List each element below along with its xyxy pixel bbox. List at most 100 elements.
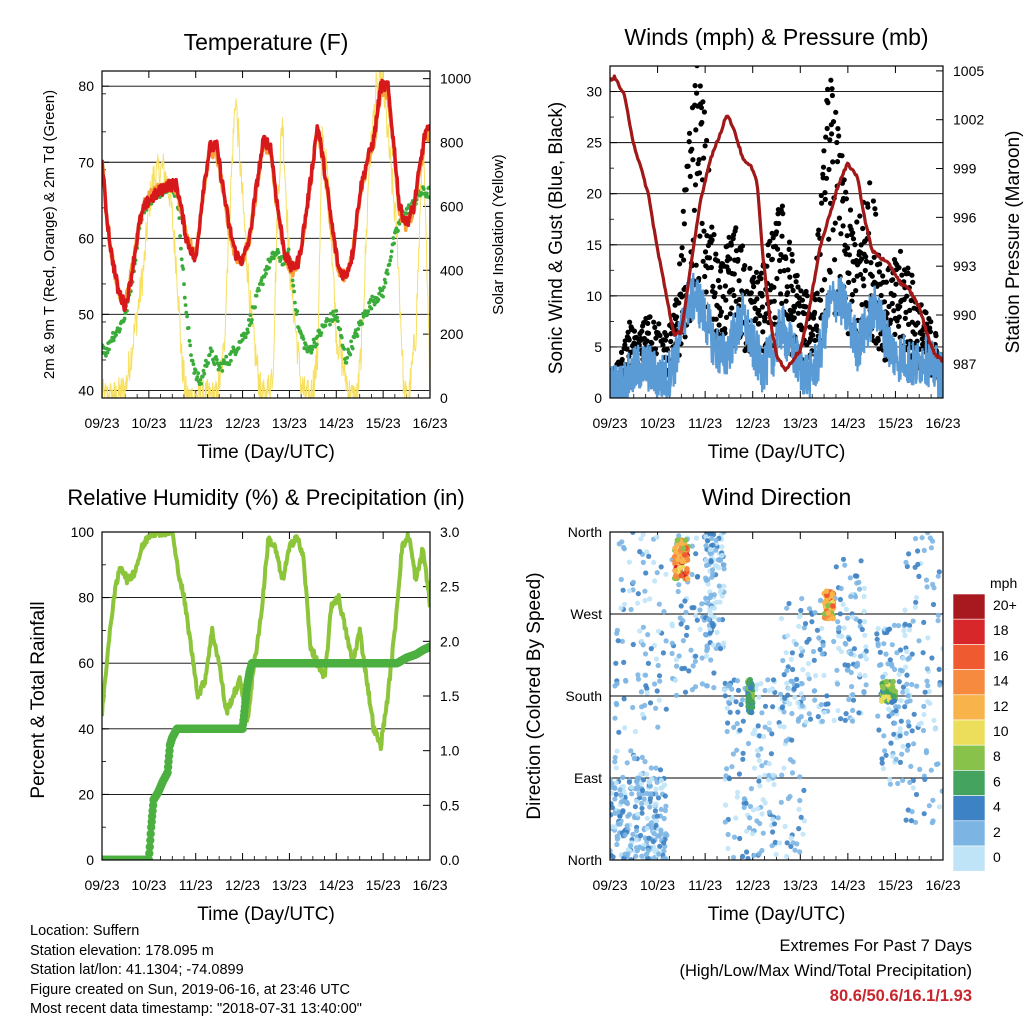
direction-point — [628, 784, 634, 790]
direction-point — [703, 653, 710, 659]
dewpoint-point — [182, 295, 187, 300]
gust-point — [933, 333, 939, 339]
direction-point — [663, 571, 669, 577]
x-tick-label: 14/23 — [830, 415, 865, 431]
recent-timestamp: Most recent data timestamp: "2018-07-31 … — [30, 1001, 362, 1017]
direction-point — [862, 673, 868, 679]
dewpoint-point — [389, 255, 393, 259]
gust-point — [681, 221, 688, 227]
direction-point — [656, 601, 662, 607]
dewpoint-point — [181, 267, 186, 271]
x-tick-label: 14/23 — [319, 415, 354, 431]
dewpoint-point — [276, 250, 281, 255]
gust-point — [639, 328, 645, 334]
gust-point — [870, 198, 877, 204]
dewpoint-point — [296, 326, 301, 330]
y-tick-label: West — [570, 606, 602, 622]
direction-point — [614, 833, 620, 840]
direction-point — [613, 660, 619, 666]
extremes-box: Extremes For Past 7 Days (High/Low/Max W… — [679, 934, 972, 1009]
direction-point — [802, 621, 809, 627]
gust-point — [687, 173, 693, 179]
direction-point — [902, 632, 908, 639]
direction-point — [824, 592, 830, 599]
gust-point — [697, 233, 703, 239]
gust-point — [813, 323, 820, 329]
y-right-axis-label: Solar Insolation (Yellow) — [490, 154, 507, 314]
direction-point — [756, 851, 762, 857]
direction-point — [639, 800, 645, 807]
direction-point — [908, 818, 915, 824]
dewpoint-point — [317, 328, 321, 333]
dewpoint-point — [195, 375, 200, 379]
direction-point — [875, 626, 881, 632]
direction-point — [901, 628, 907, 634]
gust-point — [771, 284, 777, 290]
direction-point — [905, 719, 911, 725]
direction-point — [683, 609, 689, 616]
dewpoint-point — [383, 280, 388, 285]
direction-point — [633, 853, 639, 859]
direction-point — [637, 628, 643, 634]
dewpoint-point — [189, 353, 193, 357]
gust-point — [753, 316, 759, 322]
direction-point — [640, 559, 646, 566]
direction-point — [740, 750, 746, 756]
direction-point — [821, 709, 827, 715]
direction-point — [740, 853, 746, 860]
colorbar-label: 14 — [993, 673, 1009, 689]
direction-point — [655, 662, 661, 669]
direction-point — [848, 669, 854, 676]
gust-point — [839, 153, 845, 159]
gust-point — [912, 331, 918, 337]
gust-point — [804, 293, 810, 299]
dewpoint-point — [210, 349, 215, 353]
plot-frame — [101, 531, 431, 861]
direction-point — [785, 633, 791, 639]
direction-point — [817, 646, 823, 653]
plot-frame — [609, 531, 944, 861]
direction-point — [888, 740, 894, 746]
gust-point — [859, 256, 865, 262]
direction-point — [610, 824, 615, 830]
direction-point — [790, 759, 796, 765]
direction-point — [620, 774, 626, 781]
direction-point — [759, 710, 765, 716]
dewpoint-point — [385, 272, 390, 276]
direction-point — [624, 760, 630, 766]
gust-point — [817, 297, 824, 303]
dewpoint-point — [214, 357, 219, 362]
gust-point — [706, 255, 713, 261]
direction-point — [734, 678, 741, 684]
gust-point — [862, 267, 868, 274]
direction-point — [908, 763, 914, 770]
dewpoint-point — [267, 266, 271, 270]
direction-point — [922, 776, 928, 783]
dewpoint-point — [246, 318, 251, 322]
gust-point — [682, 334, 688, 340]
gust-point — [731, 271, 737, 277]
dewpoint-point — [290, 278, 295, 283]
gust-point — [738, 247, 744, 253]
direction-point — [904, 681, 910, 687]
direction-point — [645, 847, 651, 854]
gust-point — [755, 279, 761, 285]
gust-point — [776, 220, 782, 227]
direction-point — [797, 849, 803, 855]
direction-point — [640, 642, 646, 648]
gust-point — [778, 291, 784, 297]
y-tick-label: 15 — [586, 237, 602, 253]
direction-point — [840, 556, 847, 562]
gust-point — [881, 299, 888, 305]
direction-point — [610, 801, 614, 807]
series-rh — [102, 532, 430, 752]
direction-point — [885, 706, 892, 712]
dewpoint-point — [200, 374, 205, 379]
gust-point — [795, 284, 801, 290]
dewpoint-point — [338, 327, 343, 332]
direction-point — [887, 657, 893, 663]
colorbar-swatch — [952, 744, 986, 771]
direction-point — [889, 663, 895, 669]
direction-point — [935, 573, 941, 579]
direction-point — [630, 641, 636, 648]
